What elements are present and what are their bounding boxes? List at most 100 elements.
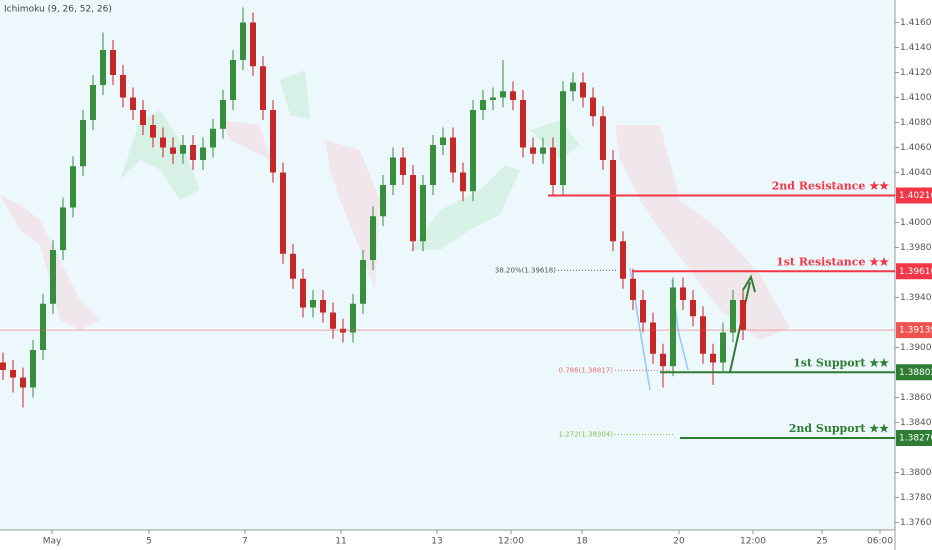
level-name: 2nd Support ★★	[789, 422, 889, 435]
y-tick-label: 1.40000	[900, 218, 932, 228]
candle-body	[310, 300, 316, 308]
candle-body	[280, 172, 286, 254]
candle-body	[20, 377, 26, 388]
candle-body	[460, 172, 466, 192]
candle-body	[730, 300, 736, 333]
candle-body	[430, 145, 436, 185]
y-tick-label: 1.40400	[900, 168, 932, 178]
candle-body	[80, 120, 86, 167]
candle-body	[260, 66, 266, 110]
x-tick-label: 11	[335, 537, 346, 547]
candle-body	[720, 332, 726, 363]
level-price-label: 1.40216	[899, 191, 932, 201]
candle-body	[330, 312, 336, 329]
candle-body	[180, 145, 186, 154]
x-tick-label: 13	[431, 537, 442, 547]
x-tick-label: 18	[576, 537, 588, 547]
candle-body	[160, 137, 166, 148]
candle-body	[440, 137, 446, 145]
candle-body	[470, 110, 476, 192]
y-tick-label: 1.40600	[900, 143, 932, 153]
candle-body	[360, 260, 366, 304]
candle-body	[220, 100, 226, 129]
y-tick-label: 1.41400	[900, 43, 932, 53]
candle-body	[410, 175, 416, 242]
candle-body	[740, 300, 746, 330]
candle-body	[130, 97, 136, 110]
candle-body	[420, 185, 426, 242]
candle-body	[70, 166, 76, 208]
candle-body	[520, 100, 526, 148]
level-price-label: 1.39610	[899, 267, 932, 277]
x-tick-label: 12:00	[740, 537, 766, 547]
candle-body	[650, 322, 656, 354]
level-name: 1st Resistance ★★	[776, 255, 889, 268]
candle-body	[380, 185, 386, 217]
fib-label: 0.786(1.38817)	[559, 366, 614, 374]
candle-body	[370, 216, 376, 260]
candle-body	[640, 300, 646, 323]
candle-body	[300, 278, 306, 308]
candle-body	[390, 157, 396, 185]
y-tick-label: 1.38600	[900, 393, 932, 403]
indicator-label: Ichimoku (9, 26, 52, 26)	[4, 5, 112, 15]
candle-body	[60, 207, 66, 250]
candle-body	[30, 350, 36, 388]
candle-body	[210, 128, 216, 148]
candle-body	[480, 100, 486, 110]
candle-body	[200, 147, 206, 160]
y-tick-label: 1.39000	[900, 343, 932, 353]
y-tick-label: 1.41200	[900, 68, 932, 78]
candle-body	[570, 82, 576, 92]
cloud-bullish	[410, 165, 520, 250]
candle-body	[670, 287, 676, 367]
candle-body	[450, 137, 456, 173]
candle-body	[190, 145, 196, 160]
fib-label: 38.20%(1.39618)	[495, 266, 556, 274]
y-tick-label: 1.40800	[900, 118, 932, 128]
level-price-box	[896, 430, 932, 446]
candle-body	[400, 157, 406, 175]
candle-body	[0, 362, 6, 370]
x-tick-label: 06:00	[867, 537, 893, 547]
candle-body	[630, 278, 636, 300]
arrow-head	[742, 274, 756, 293]
candle-body	[700, 316, 706, 354]
candle-body	[140, 110, 146, 125]
candle-body	[150, 125, 156, 138]
candle-body	[540, 147, 546, 154]
cloud-bearish	[325, 140, 380, 290]
y-tick-label: 1.41000	[900, 93, 932, 103]
candle-body	[490, 97, 496, 100]
cloud-bullish	[120, 110, 200, 200]
x-tick-label: 7	[242, 537, 248, 547]
cloud-bullish	[530, 120, 580, 160]
cloud-bearish	[220, 120, 270, 160]
candle-body	[250, 22, 256, 67]
x-tick-label: 5	[146, 537, 152, 547]
candle-body	[40, 303, 46, 350]
x-tick-label: 20	[673, 537, 685, 547]
x-tick-label: May	[43, 537, 62, 547]
candle-body	[290, 253, 296, 279]
candle-body	[660, 353, 666, 367]
candle-body	[580, 82, 586, 98]
candle-body	[100, 50, 106, 85]
level-price-box	[896, 263, 932, 280]
level-name: 1st Support ★★	[793, 356, 889, 369]
candle-body	[710, 353, 716, 363]
candle-body	[560, 91, 566, 185]
candle-body	[590, 97, 596, 117]
candle-body	[110, 50, 116, 75]
candle-body	[50, 250, 56, 304]
candle-body	[320, 300, 326, 313]
fib-label: 1.272(1.38304)	[559, 431, 614, 439]
y-tick-label: 1.39400	[900, 293, 932, 303]
candle-body	[690, 300, 696, 317]
x-tick-label: 12:00	[498, 537, 524, 547]
level-price-label: 1.38276	[899, 434, 932, 444]
candle-body	[270, 110, 276, 173]
candle-body	[170, 147, 176, 154]
